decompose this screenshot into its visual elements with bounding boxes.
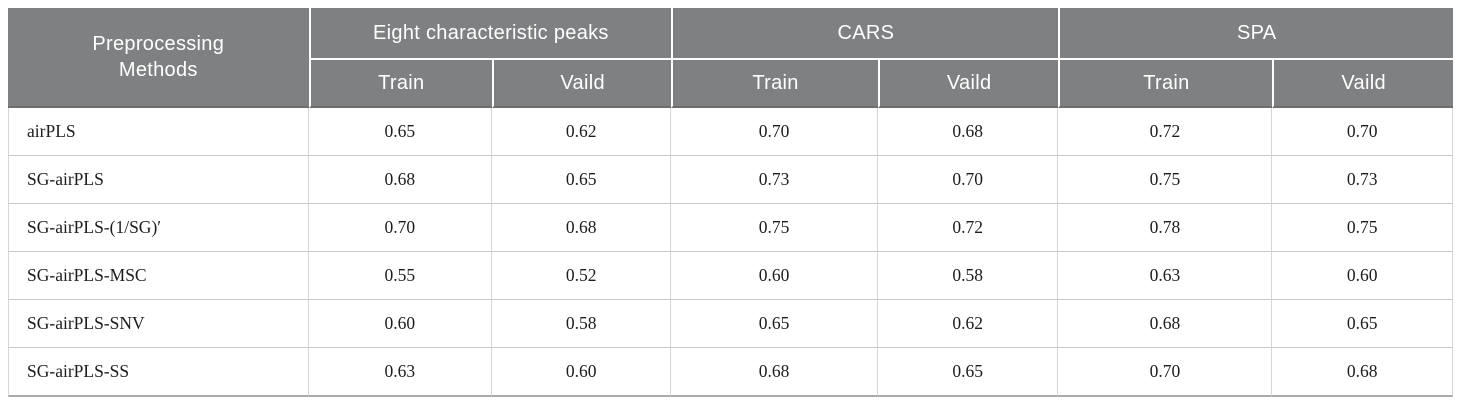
header-group-spa: SPA bbox=[1058, 8, 1453, 60]
header-preprocessing-methods: Preprocessing Methods bbox=[8, 8, 309, 108]
value-cell: 0.58 bbox=[877, 252, 1059, 300]
table-row: SG-airPLS-MSC 0.55 0.52 0.60 0.58 0.63 0… bbox=[8, 252, 1453, 300]
value-cell: 0.62 bbox=[877, 300, 1059, 348]
table-row: SG-airPLS 0.68 0.65 0.73 0.70 0.75 0.73 bbox=[8, 156, 1453, 204]
value-cell: 0.60 bbox=[671, 252, 878, 300]
table-body: airPLS 0.65 0.62 0.70 0.68 0.72 0.70 SG-… bbox=[8, 108, 1453, 397]
value-cell: 0.68 bbox=[1272, 348, 1453, 397]
table-row: SG-airPLS-(1/SG)′ 0.70 0.68 0.75 0.72 0.… bbox=[8, 204, 1453, 252]
header-peaks-train: Train bbox=[308, 60, 493, 108]
value-cell: 0.63 bbox=[308, 348, 493, 397]
value-cell: 0.75 bbox=[671, 204, 878, 252]
table-row: SG-airPLS-SS 0.63 0.60 0.68 0.65 0.70 0.… bbox=[8, 348, 1453, 397]
value-cell: 0.58 bbox=[492, 300, 672, 348]
table-header: Preprocessing Methods Eight characterist… bbox=[8, 8, 1453, 108]
results-table: Preprocessing Methods Eight characterist… bbox=[8, 8, 1453, 397]
header-sub-row: Train Vaild Train Vaild Train Vaild bbox=[8, 60, 1453, 108]
value-cell: 0.65 bbox=[492, 156, 672, 204]
value-cell: 0.60 bbox=[308, 300, 493, 348]
value-cell: 0.60 bbox=[492, 348, 672, 397]
method-cell: SG-airPLS-SNV bbox=[8, 300, 309, 348]
value-cell: 0.70 bbox=[671, 108, 878, 156]
value-cell: 0.62 bbox=[492, 108, 672, 156]
value-cell: 0.52 bbox=[492, 252, 672, 300]
value-cell: 0.68 bbox=[308, 156, 493, 204]
method-cell: airPLS bbox=[8, 108, 309, 156]
value-cell: 0.70 bbox=[1272, 108, 1453, 156]
method-cell: SG-airPLS bbox=[8, 156, 309, 204]
value-cell: 0.60 bbox=[1272, 252, 1453, 300]
method-cell: SG-airPLS-(1/SG)′ bbox=[8, 204, 309, 252]
value-cell: 0.73 bbox=[1272, 156, 1453, 204]
value-cell: 0.70 bbox=[1058, 348, 1273, 397]
header-spa-vaild: Vaild bbox=[1272, 60, 1453, 108]
value-cell: 0.78 bbox=[1058, 204, 1273, 252]
value-cell: 0.68 bbox=[492, 204, 672, 252]
method-cell: SG-airPLS-MSC bbox=[8, 252, 309, 300]
value-cell: 0.68 bbox=[1058, 300, 1273, 348]
value-cell: 0.72 bbox=[1058, 108, 1273, 156]
header-preprocessing-methods-label: Preprocessing Methods bbox=[92, 33, 225, 81]
method-cell: SG-airPLS-SS bbox=[8, 348, 309, 397]
header-peaks-vaild: Vaild bbox=[492, 60, 672, 108]
header-cars-train: Train bbox=[671, 60, 878, 108]
value-cell: 0.65 bbox=[1272, 300, 1453, 348]
value-cell: 0.65 bbox=[671, 300, 878, 348]
header-cars-vaild: Vaild bbox=[877, 60, 1059, 108]
value-cell: 0.70 bbox=[308, 204, 493, 252]
header-spa-train: Train bbox=[1058, 60, 1273, 108]
header-group-row: Preprocessing Methods Eight characterist… bbox=[8, 8, 1453, 108]
value-cell: 0.65 bbox=[877, 348, 1059, 397]
value-cell: 0.63 bbox=[1058, 252, 1273, 300]
value-cell: 0.55 bbox=[308, 252, 493, 300]
value-cell: 0.73 bbox=[671, 156, 878, 204]
table-row: airPLS 0.65 0.62 0.70 0.68 0.72 0.70 bbox=[8, 108, 1453, 156]
value-cell: 0.68 bbox=[671, 348, 878, 397]
header-group-eight-peaks: Eight characteristic peaks bbox=[308, 8, 672, 60]
value-cell: 0.68 bbox=[877, 108, 1059, 156]
header-group-cars: CARS bbox=[671, 8, 1059, 60]
value-cell: 0.70 bbox=[877, 156, 1059, 204]
table-row: SG-airPLS-SNV 0.60 0.58 0.65 0.62 0.68 0… bbox=[8, 300, 1453, 348]
value-cell: 0.75 bbox=[1272, 204, 1453, 252]
value-cell: 0.65 bbox=[308, 108, 493, 156]
value-cell: 0.72 bbox=[877, 204, 1059, 252]
value-cell: 0.75 bbox=[1058, 156, 1273, 204]
